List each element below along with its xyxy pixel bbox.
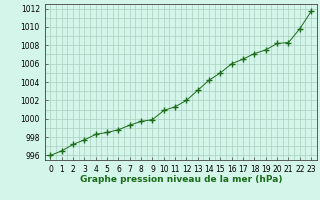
X-axis label: Graphe pression niveau de la mer (hPa): Graphe pression niveau de la mer (hPa) xyxy=(80,175,282,184)
